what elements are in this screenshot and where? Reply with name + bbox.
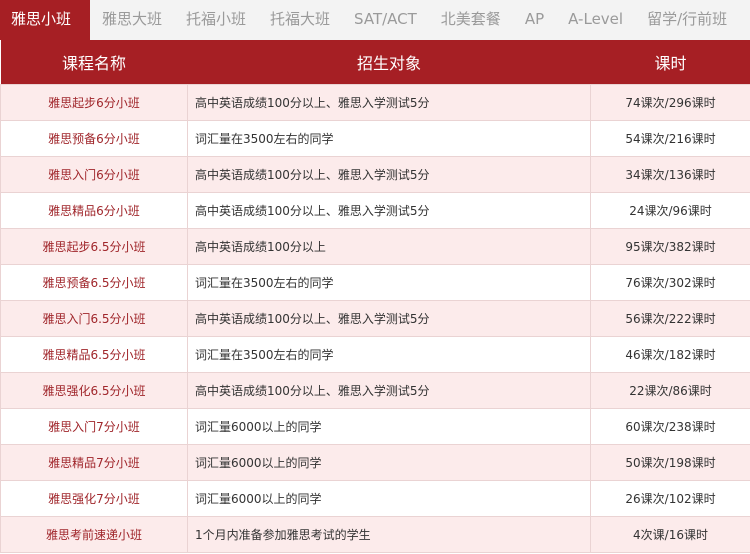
tab-6[interactable]: AP <box>524 10 545 28</box>
course-name-cell: 雅思考前速递小班 <box>0 515 188 553</box>
table-row: 雅思强化7分小班 词汇量6000以上的同学 26课次/102课时 <box>0 479 750 517</box>
course-name-cell: 雅思精品6分小班 <box>0 191 188 229</box>
tab-1[interactable]: 雅思大班 <box>102 10 163 28</box>
tab-0[interactable]: 雅思小班 <box>0 0 90 40</box>
table-row: 雅思预备6分小班 词汇量在3500左右的同学 54课次/216课时 <box>0 119 750 157</box>
target-cell: 词汇量在3500左右的同学 <box>187 119 591 157</box>
tab-2[interactable]: 托福小班 <box>186 10 247 28</box>
target-cell: 词汇量6000以上的同学 <box>187 479 591 517</box>
course-tabs: 雅思小班 雅思大班 托福小班 托福大班 SAT/ACT 北美套餐 AP A-Level 留学/行… <box>0 0 750 40</box>
table-row: 雅思入门6.5分小班 高中英语成绩100分以上、雅思入学测试5分 56课次/222课… <box>0 299 750 337</box>
hours-cell: 24课次/96课时 <box>590 191 750 229</box>
course-name-cell: 雅思强化7分小班 <box>0 479 188 517</box>
hours-cell: 54课次/216课时 <box>590 119 750 157</box>
course-name-cell: 雅思入门6分小班 <box>0 155 188 193</box>
table-row: 雅思考前速递小班 1个月内准备参加雅思考试的学生 4次课/16课时 <box>0 515 750 553</box>
target-cell: 高中英语成绩100分以上、雅思入学测试5分 <box>187 371 591 409</box>
header-target: 招生对象 <box>187 40 591 84</box>
target-cell: 词汇量在3500左右的同学 <box>187 335 591 373</box>
hours-cell: 34课次/136课时 <box>590 155 750 193</box>
hours-cell: 46课次/182课时 <box>590 335 750 373</box>
hours-cell: 60课次/238课时 <box>590 407 750 445</box>
table-row: 雅思精品6分小班 高中英语成绩100分以上、雅思入学测试5分 24课次/96课时 <box>0 191 750 229</box>
course-name-cell: 雅思预备6分小班 <box>0 119 188 157</box>
header-course-name: 课程名称 <box>0 40 188 84</box>
course-name-cell: 雅思精品7分小班 <box>0 443 188 481</box>
target-cell: 高中英语成绩100分以上、雅思入学测试5分 <box>187 83 591 121</box>
target-cell: 高中英语成绩100分以上 <box>187 227 591 265</box>
target-cell: 1个月内准备参加雅思考试的学生 <box>187 515 591 553</box>
table-row: 雅思入门6分小班 高中英语成绩100分以上、雅思入学测试5分 34课次/136课时 <box>0 155 750 193</box>
target-cell: 词汇量6000以上的同学 <box>187 407 591 445</box>
target-cell: 词汇量6000以上的同学 <box>187 443 591 481</box>
table-row: 雅思预备6.5分小班 词汇量在3500左右的同学 76课次/302课时 <box>0 263 750 301</box>
course-name-cell: 雅思强化6.5分小班 <box>0 371 188 409</box>
target-cell: 高中英语成绩100分以上、雅思入学测试5分 <box>187 155 591 193</box>
table-row: 雅思强化6.5分小班 高中英语成绩100分以上、雅思入学测试5分 22课次/86课时 <box>0 371 750 409</box>
table-row: 雅思入门7分小班 词汇量6000以上的同学 60课次/238课时 <box>0 407 750 445</box>
hours-cell: 95课次/382课时 <box>590 227 750 265</box>
header-hours: 课时 <box>590 40 750 84</box>
table-row: 雅思起步6分小班 高中英语成绩100分以上、雅思入学测试5分 74课次/296课时 <box>0 83 750 121</box>
course-name-cell: 雅思起步6.5分小班 <box>0 227 188 265</box>
target-cell: 词汇量在3500左右的同学 <box>187 263 591 301</box>
hours-cell: 50课次/198课时 <box>590 443 750 481</box>
tab-7[interactable]: A-Level <box>568 10 624 28</box>
hours-cell: 74课次/296课时 <box>590 83 750 121</box>
tab-5[interactable]: 北美套餐 <box>440 10 501 28</box>
hours-cell: 4次课/16课时 <box>590 515 750 553</box>
table-row: 雅思起步6.5分小班 高中英语成绩100分以上 95课次/382课时 <box>0 227 750 265</box>
course-name-cell: 雅思入门6.5分小班 <box>0 299 188 337</box>
course-name-cell: 雅思精品6.5分小班 <box>0 335 188 373</box>
hours-cell: 56课次/222课时 <box>590 299 750 337</box>
table-row: 雅思精品7分小班 词汇量6000以上的同学 50课次/198课时 <box>0 443 750 481</box>
tab-4[interactable]: SAT/ACT <box>354 10 417 28</box>
table-header: 课程名称 招生对象 课时 <box>0 40 750 84</box>
tab-8[interactable]: 留学/行前班 <box>647 10 728 28</box>
tab-3[interactable]: 托福大班 <box>270 10 331 28</box>
course-name-cell: 雅思预备6.5分小班 <box>0 263 188 301</box>
course-name-cell: 雅思起步6分小班 <box>0 83 188 121</box>
hours-cell: 76课次/302课时 <box>590 263 750 301</box>
target-cell: 高中英语成绩100分以上、雅思入学测试5分 <box>187 191 591 229</box>
target-cell: 高中英语成绩100分以上、雅思入学测试5分 <box>187 299 591 337</box>
hours-cell: 26课次/102课时 <box>590 479 750 517</box>
course-name-cell: 雅思入门7分小班 <box>0 407 188 445</box>
table-row: 雅思精品6.5分小班 词汇量在3500左右的同学 46课次/182课时 <box>0 335 750 373</box>
hours-cell: 22课次/86课时 <box>590 371 750 409</box>
course-table: 课程名称 招生对象 课时 雅思起步6分小班 高中英语成绩100分以上、雅思入学测试… <box>0 40 750 553</box>
